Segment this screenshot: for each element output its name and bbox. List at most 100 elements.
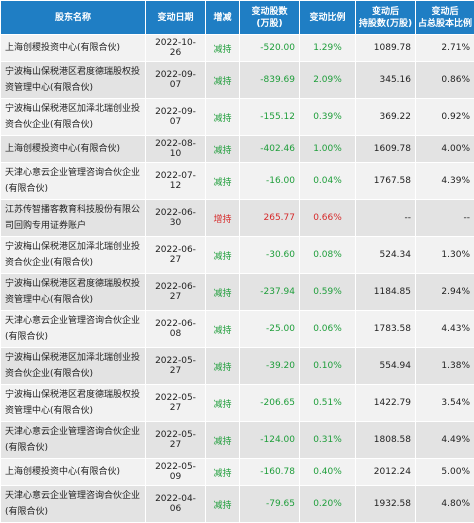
change-date-cell: 2022-05-27 [146,385,206,422]
change-shares-cell: -237.94 [240,274,300,311]
change-shares-cell: -839.69 [240,62,300,99]
shares-after-cell: 345.16 [356,62,416,99]
change-shares-cell: -155.12 [240,99,300,136]
ratio-after-cell: 4.43% [416,311,474,348]
header-direction: 增减 [206,1,240,35]
change-date-cell: 2022-06-27 [146,274,206,311]
change-shares-cell: -79.65 [240,486,300,523]
shares-after-cell: 369.22 [356,99,416,136]
ratio-after-cell: 3.54% [416,385,474,422]
change-ratio-cell: 0.39% [300,99,356,136]
header-ratio-after: 变动后占总股本比例 [416,1,474,35]
change-date-cell: 2022-07-12 [146,163,206,200]
ratio-after-cell: 4.00% [416,136,474,163]
change-shares-cell: -124.00 [240,422,300,459]
ratio-after-cell: 5.00% [416,459,474,486]
change-ratio-cell: 1.00% [300,136,356,163]
ratio-after-cell: -- [416,200,474,237]
ratio-after-cell: 2.71% [416,35,474,62]
ratio-after-cell: 2.94% [416,274,474,311]
shareholder-name-cell: 宁波梅山保税港区加泽北瑞创业投资合伙企业(有限合伙) [1,348,146,385]
change-date-cell: 2022-10-26 [146,35,206,62]
ratio-after-cell: 4.49% [416,422,474,459]
change-date-cell: 2022-06-30 [146,200,206,237]
change-shares-cell: -160.78 [240,459,300,486]
shareholder-name-cell: 宁波梅山保税港区加泽北瑞创业投资合伙企业(有限合伙) [1,237,146,274]
change-shares-cell: -25.00 [240,311,300,348]
shareholder-name-cell: 宁波梅山保税港区君度德瑞股权投资管理中心(有限合伙) [1,274,146,311]
header-change-date: 变动日期 [146,1,206,35]
header-change-shares: 变动股数(万股) [240,1,300,35]
change-shares-cell: -520.00 [240,35,300,62]
change-ratio-cell: 0.40% [300,459,356,486]
shareholder-name-cell: 宁波梅山保税港区君度德瑞股权投资管理中心(有限合伙) [1,62,146,99]
direction-cell: 增持 [206,200,240,237]
direction-cell: 减持 [206,99,240,136]
table-header-row: 股东名称变动日期增减变动股数(万股)变动比例变动后持股数(万股)变动后占总股本比… [1,1,474,35]
header-change-ratio: 变动比例 [300,1,356,35]
ratio-after-cell: 1.30% [416,237,474,274]
direction-cell: 减持 [206,136,240,163]
shares-after-cell: 1089.78 [356,35,416,62]
change-shares-cell: 265.77 [240,200,300,237]
change-date-cell: 2022-06-08 [146,311,206,348]
change-shares-cell: -39.20 [240,348,300,385]
shareholder-name-cell: 上海创稷投资中心(有限合伙) [1,459,146,486]
change-ratio-cell: 0.04% [300,163,356,200]
shares-after-cell: 554.94 [356,348,416,385]
ratio-after-cell: 4.80% [416,486,474,523]
shares-after-cell: 1767.58 [356,163,416,200]
direction-cell: 减持 [206,422,240,459]
direction-cell: 减持 [206,62,240,99]
change-shares-cell: -30.60 [240,237,300,274]
change-ratio-cell: 0.20% [300,486,356,523]
shareholder-name-cell: 天津心意云企业管理咨询合伙企业(有限合伙) [1,422,146,459]
change-shares-cell: -16.00 [240,163,300,200]
header-shares-after: 变动后持股数(万股) [356,1,416,35]
change-date-cell: 2022-05-27 [146,422,206,459]
direction-cell: 减持 [206,311,240,348]
shares-after-cell: 1609.78 [356,136,416,163]
direction-cell: 减持 [206,35,240,62]
direction-cell: 减持 [206,274,240,311]
change-ratio-cell: 0.31% [300,422,356,459]
change-ratio-cell: 0.08% [300,237,356,274]
direction-cell: 减持 [206,163,240,200]
header-shareholder-name: 股东名称 [1,1,146,35]
shares-after-cell: 1932.58 [356,486,416,523]
direction-cell: 减持 [206,348,240,385]
ratio-after-cell: 4.39% [416,163,474,200]
change-ratio-cell: 0.51% [300,385,356,422]
ratio-after-cell: 0.92% [416,99,474,136]
change-ratio-cell: 1.29% [300,35,356,62]
shareholder-name-cell: 天津心意云企业管理咨询合伙企业(有限合伙) [1,163,146,200]
shares-after-cell: 1783.58 [356,311,416,348]
direction-cell: 减持 [206,385,240,422]
shares-after-cell: -- [356,200,416,237]
ratio-after-cell: 0.86% [416,62,474,99]
change-date-cell: 2022-05-09 [146,459,206,486]
shareholder-name-cell: 上海创稷投资中心(有限合伙) [1,35,146,62]
shares-after-cell: 524.34 [356,237,416,274]
shareholder-name-cell: 宁波梅山保税港区加泽北瑞创业投资合伙企业(有限合伙) [1,99,146,136]
change-date-cell: 2022-09-07 [146,99,206,136]
shares-after-cell: 1808.58 [356,422,416,459]
change-shares-cell: -402.46 [240,136,300,163]
direction-cell: 减持 [206,459,240,486]
direction-cell: 减持 [206,486,240,523]
shareholder-name-cell: 天津心意云企业管理咨询合伙企业(有限合伙) [1,486,146,523]
change-ratio-cell: 0.06% [300,311,356,348]
